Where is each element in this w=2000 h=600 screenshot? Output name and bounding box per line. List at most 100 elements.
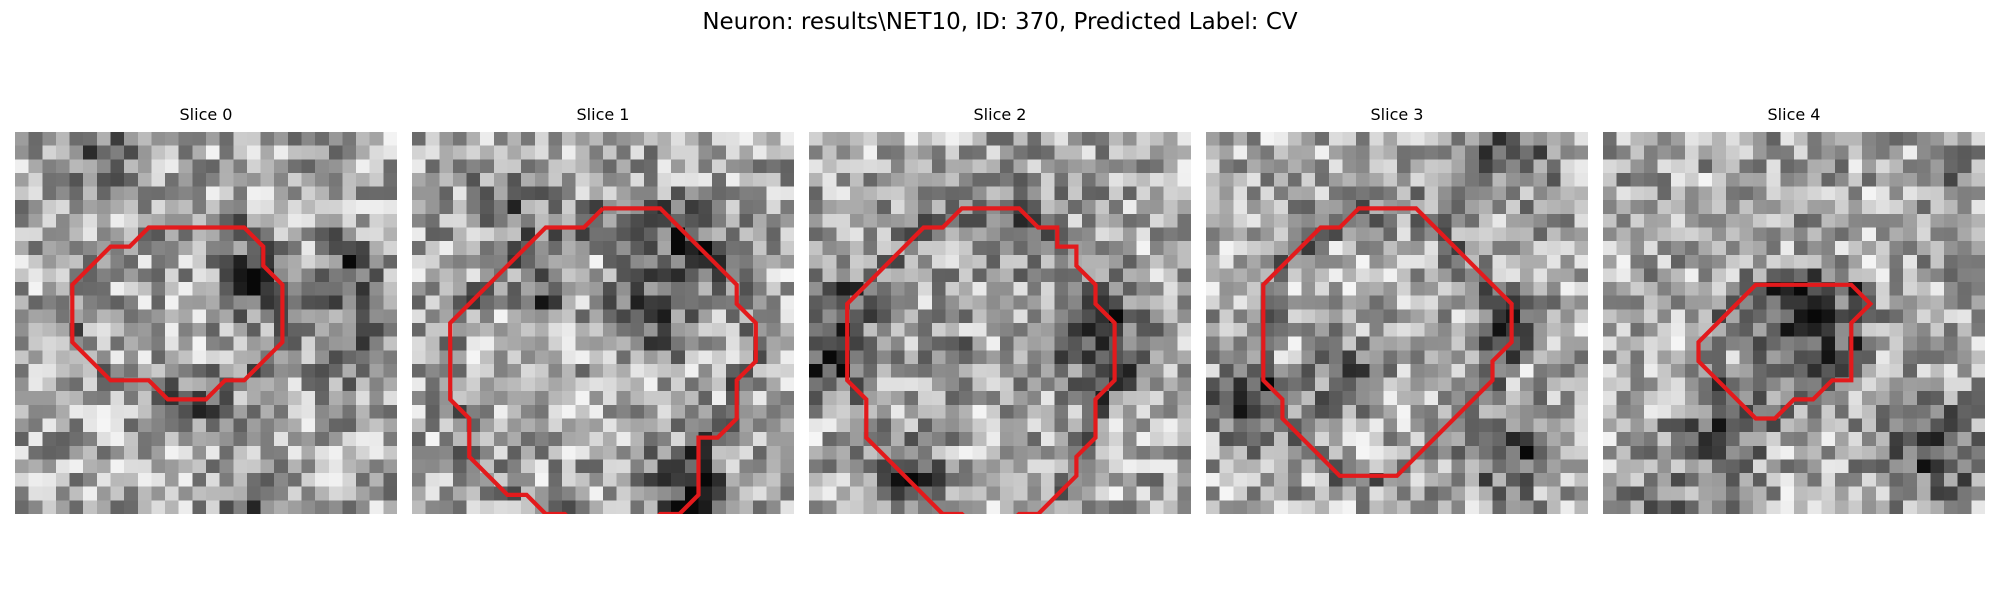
pixel-cell <box>877 377 892 392</box>
pixel-cell <box>1519 213 1534 228</box>
pixel-cell <box>42 473 57 488</box>
pixel-cell <box>1410 404 1425 419</box>
pixel-cell <box>1465 145 1480 160</box>
pixel-cell <box>1616 363 1631 378</box>
pixel-cell <box>1122 268 1137 283</box>
pixel-cell <box>1027 309 1042 324</box>
pixel-cell <box>657 486 672 501</box>
pixel-cell <box>1465 172 1480 187</box>
pixel-cell <box>466 268 481 283</box>
pixel-cell <box>452 323 467 338</box>
pixel-cell <box>260 486 275 501</box>
pixel-cell <box>809 295 824 310</box>
pixel-cell <box>83 391 98 406</box>
pixel-cell <box>356 445 371 460</box>
pixel-cell <box>1971 241 1985 256</box>
pixel-cell <box>1465 132 1480 147</box>
pixel-cell <box>301 486 316 501</box>
pixel-cell <box>1219 186 1234 201</box>
pixel-cell <box>1807 432 1822 447</box>
pixel-cell <box>918 418 933 433</box>
pixel-cell <box>1889 473 1904 488</box>
pixel-cell <box>809 309 824 324</box>
pixel-cell <box>452 282 467 297</box>
pixel-cell <box>725 432 740 447</box>
pixel-cell <box>1040 132 1055 147</box>
pixel-cell <box>192 377 207 392</box>
pixel-cell <box>712 186 727 201</box>
pixel-cell <box>1533 404 1548 419</box>
pixel-cell <box>1109 213 1124 228</box>
pixel-cell <box>178 132 193 147</box>
pixel-cell <box>1560 227 1575 242</box>
pixel-cell <box>328 418 343 433</box>
pixel-cell <box>1821 213 1836 228</box>
pixel-cell <box>548 254 563 269</box>
pixel-cell <box>1916 323 1931 338</box>
pixel-cell <box>383 432 397 447</box>
pixel-cell <box>809 445 824 460</box>
pixel-cell <box>575 418 590 433</box>
pixel-cell <box>1451 159 1466 174</box>
pixel-cell <box>521 172 536 187</box>
pixel-cell <box>1246 145 1261 160</box>
pixel-cell <box>698 473 713 488</box>
pixel-cell <box>986 377 1001 392</box>
pixel-cell <box>1122 186 1137 201</box>
pixel-cell <box>1342 363 1357 378</box>
pixel-cell <box>1136 459 1151 474</box>
pixel-cell <box>1944 282 1959 297</box>
pixel-cell <box>1274 200 1289 215</box>
pixel-cell <box>301 159 316 174</box>
pixel-cell <box>1671 323 1686 338</box>
pixel-cell <box>110 336 125 351</box>
pixel-cell <box>603 363 618 378</box>
pixel-cell <box>630 323 645 338</box>
pixel-cell <box>1519 391 1534 406</box>
pixel-cell <box>452 132 467 147</box>
pixel-cell <box>877 213 892 228</box>
pixel-cell <box>1848 132 1863 147</box>
pixel-cell <box>931 227 946 242</box>
pixel-cell <box>1095 336 1110 351</box>
pixel-cell <box>1492 473 1507 488</box>
pixel-cell <box>1957 323 1972 338</box>
pixel-cell <box>15 350 30 365</box>
pixel-cell <box>1506 186 1521 201</box>
pixel-cell <box>1725 159 1740 174</box>
pixel-cell <box>287 145 302 160</box>
pixel-cell <box>1342 268 1357 283</box>
pixel-cell <box>246 213 261 228</box>
pixel-cell <box>356 159 371 174</box>
pixel-cell <box>15 500 30 514</box>
pixel-cell <box>1136 323 1151 338</box>
pixel-cell <box>1246 159 1261 174</box>
pixel-cell <box>643 145 658 160</box>
pixel-cell <box>96 295 111 310</box>
pixel-cell <box>1616 432 1631 447</box>
pixel-cell <box>124 186 139 201</box>
pixel-cell <box>110 404 125 419</box>
pixel-cell <box>548 418 563 433</box>
pixel-cell <box>356 377 371 392</box>
pixel-cell <box>698 213 713 228</box>
pixel-cell <box>1301 132 1316 147</box>
pixel-cell <box>192 172 207 187</box>
pixel-cell <box>534 323 549 338</box>
pixel-cell <box>1753 459 1768 474</box>
pixel-cell <box>630 145 645 160</box>
pixel-cell <box>1301 186 1316 201</box>
pixel-cell <box>890 418 905 433</box>
pixel-cell <box>1287 486 1302 501</box>
pixel-cell <box>356 404 371 419</box>
pixel-cell <box>643 323 658 338</box>
pixel-cell <box>219 391 234 406</box>
pixel-cell <box>1206 254 1221 269</box>
pixel-cell <box>1027 445 1042 460</box>
pixel-cell <box>1889 432 1904 447</box>
pixel-cell <box>1506 241 1521 256</box>
pixel-cell <box>165 309 180 324</box>
pixel-cell <box>233 200 248 215</box>
pixel-cell <box>836 186 851 201</box>
pixel-cell <box>904 172 919 187</box>
